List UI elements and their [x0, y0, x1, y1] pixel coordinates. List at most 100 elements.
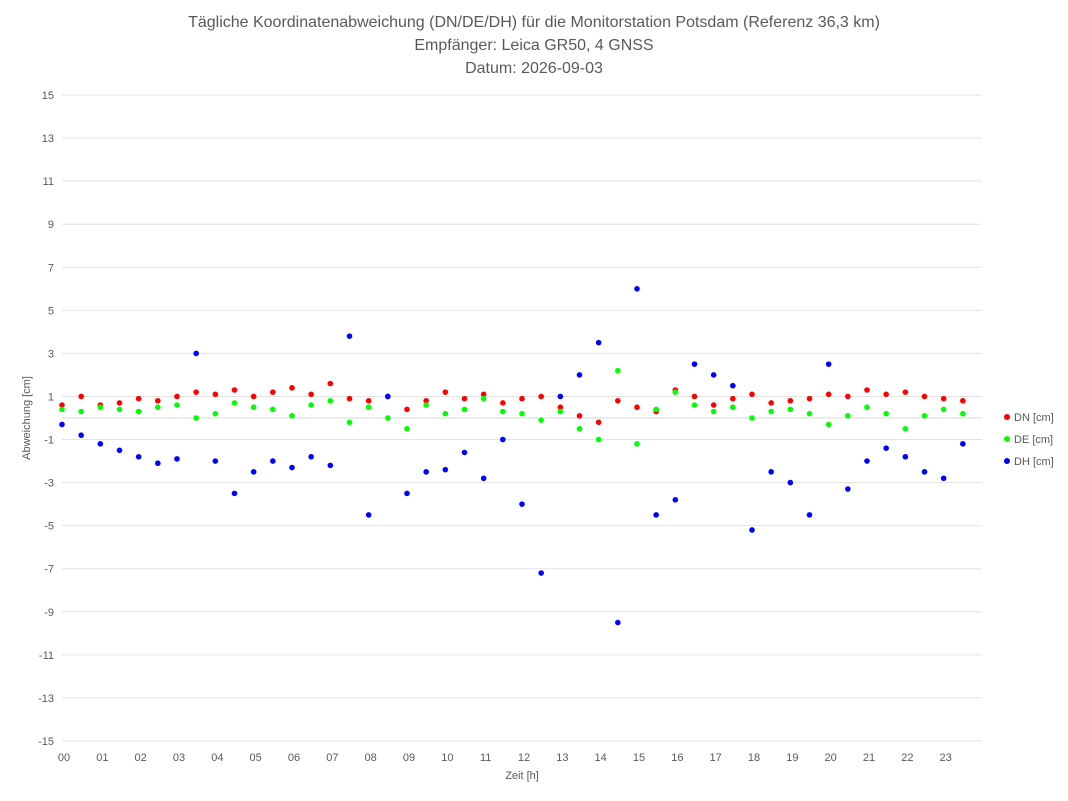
point-de — [672, 389, 679, 395]
point-dn — [691, 393, 698, 400]
y-tick-label: 9 — [48, 219, 54, 231]
point-dh — [653, 512, 659, 518]
point-de — [289, 413, 295, 419]
point-dn — [576, 413, 583, 419]
x-tick-label: 10 — [441, 752, 453, 764]
point-dh — [883, 445, 889, 451]
point-dh — [960, 441, 966, 447]
point-dh — [270, 458, 276, 464]
point-de — [97, 404, 104, 411]
point-de — [308, 402, 314, 408]
x-tick-label: 16 — [671, 752, 683, 764]
point-dn — [960, 397, 966, 404]
x-tick-label: 21 — [863, 752, 875, 764]
point-de — [327, 397, 334, 404]
point-de — [615, 367, 621, 374]
point-dn — [289, 385, 295, 391]
x-tick-label: 08 — [365, 752, 377, 764]
point-dh — [404, 490, 410, 497]
point-dn — [749, 391, 755, 398]
x-tick-label: 17 — [710, 752, 722, 764]
y-tick-label: -15 — [38, 736, 54, 748]
point-dn — [595, 419, 602, 426]
point-dh — [730, 382, 736, 389]
point-dn — [270, 389, 276, 395]
chart-subtitle: Empfänger: Leica GR50, 4 GNSS — [414, 37, 654, 54]
point-dh — [155, 460, 161, 467]
x-tick-label: 00 — [58, 752, 70, 764]
point-dn — [768, 400, 774, 406]
point-dh — [212, 458, 219, 464]
x-tick-label: 13 — [556, 752, 568, 764]
point-de — [787, 406, 794, 413]
point-dh — [174, 456, 180, 462]
point-dn — [538, 393, 544, 400]
point-de — [193, 415, 199, 421]
chart-date: Datum: 2026-09-03 — [465, 60, 603, 77]
point-dh — [59, 421, 65, 428]
point-dn — [921, 393, 928, 400]
point-de — [538, 417, 544, 423]
point-dh — [327, 462, 334, 469]
x-tick-label: 15 — [633, 752, 645, 764]
point-dn — [480, 391, 487, 398]
point-de — [365, 404, 372, 411]
y-tick-label: 15 — [42, 90, 54, 102]
point-dn — [825, 391, 832, 398]
x-tick-label: 03 — [173, 752, 185, 764]
x-tick-label: 11 — [480, 752, 491, 764]
point-de — [116, 406, 123, 413]
legend-marker — [1004, 458, 1010, 464]
y-tick-label: -11 — [39, 650, 54, 662]
x-tick-label: 19 — [786, 752, 798, 764]
point-dh — [749, 527, 755, 533]
point-dh — [768, 469, 774, 475]
point-dh — [385, 393, 391, 400]
point-dh — [308, 453, 314, 460]
point-dn — [212, 391, 219, 398]
point-dh — [116, 447, 123, 454]
point-dn — [250, 393, 257, 400]
point-dn — [135, 395, 142, 402]
x-tick-label: 12 — [518, 752, 530, 764]
y-tick-label: -9 — [44, 607, 54, 619]
x-tick-label: 01 — [96, 752, 108, 764]
point-dh — [787, 479, 794, 486]
point-de — [749, 415, 755, 421]
point-de — [78, 408, 84, 415]
point-dh — [346, 333, 353, 339]
point-dh — [250, 469, 257, 475]
point-dn — [806, 395, 813, 402]
y-tick-label: 3 — [48, 348, 54, 360]
point-de — [921, 413, 928, 419]
point-de — [883, 410, 889, 417]
point-dn — [174, 393, 180, 400]
point-dh — [595, 339, 602, 346]
point-dn — [327, 380, 334, 387]
point-dh — [576, 372, 583, 378]
point-dh — [519, 501, 525, 507]
y-tick-label: 13 — [42, 133, 54, 145]
point-de — [404, 425, 410, 432]
point-de — [864, 404, 870, 411]
y-tick-label: 5 — [48, 305, 54, 317]
point-dn — [231, 387, 238, 393]
legend-label: DE [cm] — [1014, 434, 1053, 446]
point-de — [902, 425, 909, 432]
y-tick-label: -5 — [44, 521, 54, 533]
point-de — [845, 413, 851, 419]
point-dh — [845, 486, 851, 492]
point-dh — [557, 393, 564, 400]
x-tick-label: 05 — [250, 752, 262, 764]
point-dn — [710, 402, 717, 408]
point-dn — [845, 393, 851, 400]
chart-title: Tägliche Koordinatenabweichung (DN/DE/DH… — [188, 14, 880, 31]
point-dn — [155, 397, 161, 404]
point-dn — [346, 395, 353, 402]
x-tick-label: 22 — [901, 752, 913, 764]
point-dh — [135, 453, 142, 460]
point-dh — [78, 432, 84, 439]
point-dn — [365, 397, 372, 404]
point-dh — [615, 619, 621, 626]
point-dn — [557, 404, 564, 411]
